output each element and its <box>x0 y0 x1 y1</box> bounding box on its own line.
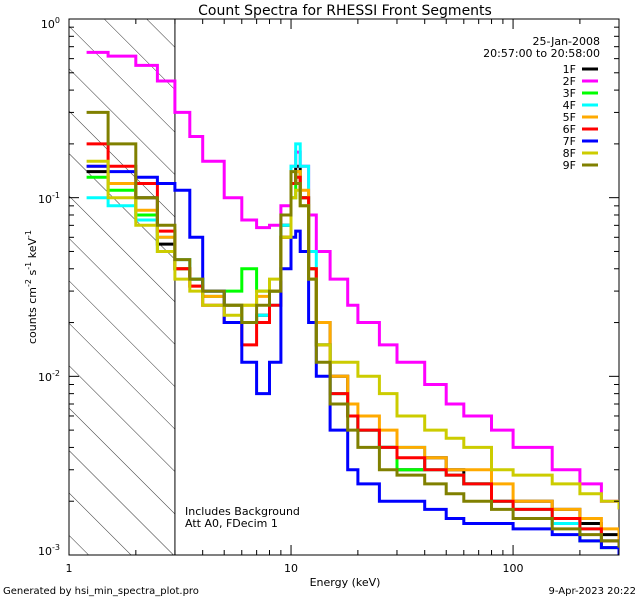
legend-label-4F: 4F <box>563 99 576 112</box>
axis-ticks <box>68 18 620 556</box>
x-axis-label: Energy (keV) <box>310 576 381 589</box>
threshold-hatch-region <box>69 19 175 555</box>
legend-label-5F: 5F <box>563 111 576 124</box>
series-line-9F <box>86 110 619 548</box>
footer-generated-by: Generated by hsi_min_spectra_plot.pro <box>3 586 199 597</box>
series-group <box>86 50 619 555</box>
x-tick-label-100: 100 <box>503 562 524 575</box>
y-axis-label: counts cm-2 s-1 keV-1 <box>24 230 39 344</box>
legend-time-range: 20:57:00 to 20:58:00 <box>483 47 600 60</box>
legend-date: 25-Jan-2008 <box>533 35 601 48</box>
legend-label-1F: 1F <box>563 63 576 76</box>
legend-label-7F: 7F <box>563 135 576 148</box>
x-tick-label-10: 10 <box>284 562 298 575</box>
annotation-attenuator: Att A0, FDecim 1 <box>185 517 278 530</box>
y-tick-label-1e-3: 10-3 <box>38 543 60 558</box>
legend-label-8F: 8F <box>563 147 576 160</box>
footer-timestamp: 9-Apr-2023 20:22 <box>549 586 636 597</box>
chart-title: Count Spectra for RHESSI Front Segments <box>198 3 492 19</box>
x-tick-label-1: 1 <box>66 562 73 575</box>
y-tick-label-1e-2: 10-2 <box>38 369 60 384</box>
y-tick-label-1e0: 100 <box>41 16 60 31</box>
legend-label-3F: 3F <box>563 87 576 100</box>
y-tick-label-1e-1: 10-1 <box>38 191 60 206</box>
legend-label-9F: 9F <box>563 159 576 172</box>
annotation-background: Includes Background <box>185 505 300 518</box>
legend-label-6F: 6F <box>563 123 576 136</box>
legend-label-2F: 2F <box>563 75 576 88</box>
